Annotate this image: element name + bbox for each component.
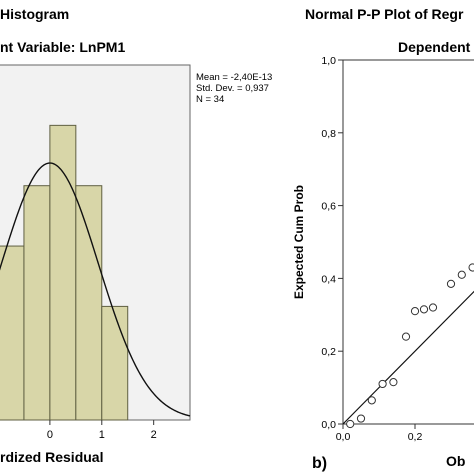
histogram-stat-2: N = 34 — [196, 94, 224, 105]
pp-x-tick-label-0: 0,0 — [336, 431, 351, 443]
pp-point-9 — [446, 279, 456, 288]
pp-point-10 — [457, 270, 466, 279]
pp-point-1 — [356, 414, 366, 423]
histogram-bar-3 — [75, 185, 103, 421]
histogram-bar-1 — [23, 185, 51, 421]
pp-y-tick-label-1: 0,2 — [321, 346, 336, 358]
pp-y-tick-label-2: 0,4 — [321, 273, 336, 285]
pp-x-ticks: 0,0 0,2 — [336, 424, 423, 443]
pp-x-label: Ob — [446, 453, 465, 469]
pp-point-8 — [428, 303, 438, 312]
pp-plot-title: Normal P-P Plot of Regr — [305, 6, 464, 22]
pp-point-11 — [468, 263, 474, 272]
histogram-x-tick-label-0: 0 — [47, 429, 53, 441]
pp-y-tick-label-4: 0,8 — [321, 128, 336, 140]
histogram-bar-4 — [101, 305, 129, 421]
pp-y-ticks: 0,0 0,2 0,4 0,6 0,8 1,0 — [321, 55, 343, 431]
pp-y-label: Expected Cum Prob — [292, 185, 306, 299]
pp-plot-area — [342, 59, 474, 425]
pp-y-tick-label-0: 0,0 — [321, 419, 336, 431]
histogram-x-tick-label-2: 2 — [151, 429, 157, 441]
pp-points — [346, 263, 474, 429]
histogram-x-label: rdized Residual — [0, 449, 103, 465]
pp-point-5 — [401, 332, 411, 341]
histogram-title: Histogram — [0, 6, 69, 22]
pp-plot-subtitle: Dependent — [398, 39, 471, 55]
histogram-subtitle: nt Variable: LnPM1 — [0, 39, 125, 55]
histogram-bars — [0, 124, 129, 421]
histogram-bar-2 — [49, 124, 77, 421]
histogram-stat-1: Std. Dev. = 0,937 — [196, 83, 269, 94]
pp-y-tick-label-3: 0,6 — [321, 201, 336, 213]
pp-x-tick-label-1: 0,2 — [408, 431, 423, 443]
pp-point-4 — [389, 378, 398, 387]
pp-point-3 — [378, 379, 387, 389]
histogram-x-tick-label-1: 1 — [99, 429, 105, 441]
histogram-x-ticks: 0 1 2 — [47, 420, 157, 441]
histogram-stat-0: Mean = -2,40E-13 — [196, 72, 272, 83]
panel-label-b: b) — [312, 455, 327, 472]
pp-point-0 — [346, 419, 355, 429]
pp-y-tick-label-5: 1,0 — [321, 55, 336, 67]
pp-reference-line — [342, 290, 474, 425]
pp-point-2 — [367, 396, 376, 405]
histogram-bar-0 — [0, 245, 25, 421]
pp-point-6 — [410, 307, 420, 316]
histogram-normal-curve — [0, 162, 191, 417]
pp-point-7 — [419, 305, 429, 314]
